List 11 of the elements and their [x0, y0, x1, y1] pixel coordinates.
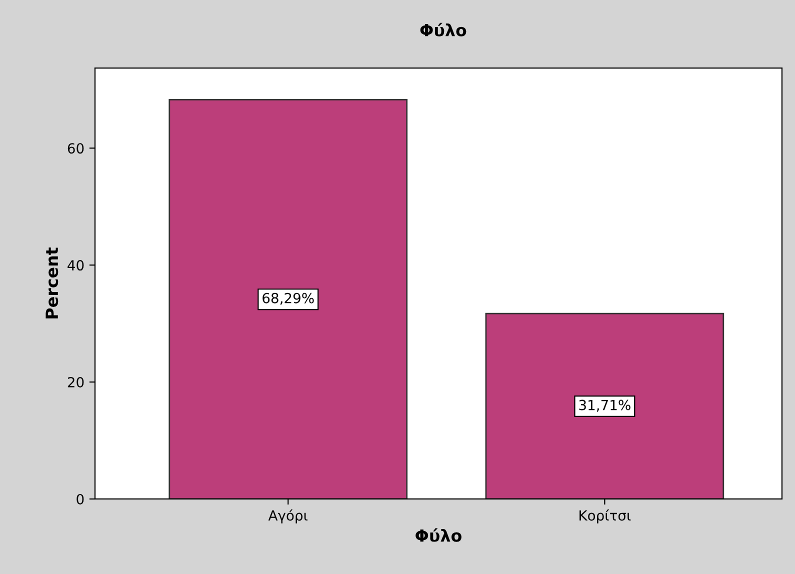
x-tick-label: Κορίτσι	[580, 509, 631, 524]
data-label: 31,71%	[579, 400, 630, 412]
y-tick-label: 20	[68, 376, 84, 388]
y-axis-title: Percent	[46, 248, 58, 318]
x-axis-title: Φύλο	[416, 528, 462, 542]
y-tick-label: 0	[76, 494, 84, 504]
chart-title: Φύλο	[420, 22, 466, 36]
y-tick-label: 40	[68, 260, 84, 271]
x-tick-label: Αγόρι	[268, 509, 308, 524]
y-tick-label: 60	[68, 143, 84, 154]
data-label: 68,29%	[262, 292, 314, 305]
